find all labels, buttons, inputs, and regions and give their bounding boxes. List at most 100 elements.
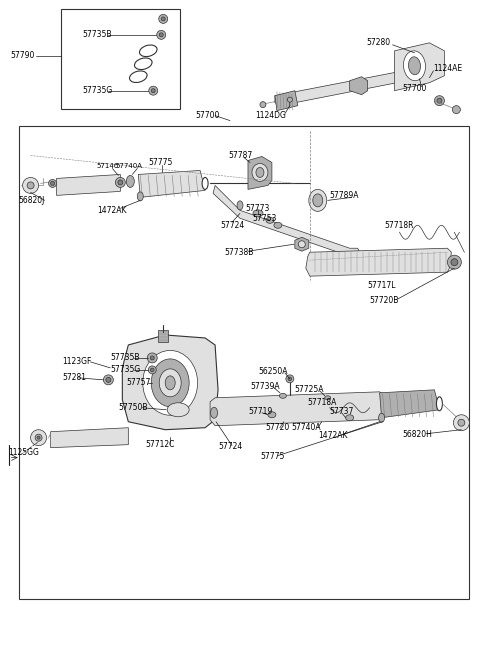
Ellipse shape [325, 396, 331, 400]
Circle shape [37, 436, 40, 439]
Circle shape [288, 97, 292, 102]
Ellipse shape [266, 217, 274, 223]
Ellipse shape [279, 393, 287, 398]
Circle shape [434, 96, 444, 105]
Ellipse shape [134, 58, 152, 69]
Circle shape [159, 33, 163, 37]
Polygon shape [158, 330, 168, 342]
Circle shape [149, 86, 158, 95]
Circle shape [161, 17, 165, 21]
Text: 57720B: 57720B [370, 295, 399, 305]
Ellipse shape [313, 194, 323, 207]
Ellipse shape [309, 189, 327, 212]
Text: 56820J: 56820J [19, 196, 45, 205]
Text: 57700: 57700 [195, 111, 219, 120]
Polygon shape [275, 66, 434, 105]
Text: 1123GF: 1123GF [62, 358, 92, 366]
Ellipse shape [237, 201, 243, 210]
Circle shape [260, 102, 266, 107]
Text: 57700: 57700 [403, 84, 427, 93]
Text: 57775: 57775 [148, 158, 173, 167]
Text: 1124DG: 1124DG [255, 111, 286, 120]
Polygon shape [210, 392, 385, 426]
Ellipse shape [143, 350, 198, 415]
Text: 57724: 57724 [218, 442, 242, 451]
Text: 57789A: 57789A [330, 191, 359, 200]
Text: 57775: 57775 [260, 452, 284, 461]
Text: 57790: 57790 [11, 51, 35, 60]
Circle shape [31, 430, 47, 445]
Circle shape [50, 181, 55, 185]
Text: 57750B: 57750B [119, 403, 148, 412]
Ellipse shape [159, 369, 181, 397]
Ellipse shape [165, 376, 175, 390]
Circle shape [288, 377, 292, 381]
Bar [19, 126, 469, 599]
Ellipse shape [137, 192, 144, 201]
Circle shape [451, 259, 458, 266]
Text: 57718R: 57718R [384, 221, 414, 230]
Text: 57735G: 57735G [83, 86, 113, 95]
Ellipse shape [140, 45, 157, 56]
Circle shape [115, 178, 125, 187]
Circle shape [159, 14, 168, 24]
Circle shape [27, 182, 34, 189]
Circle shape [447, 255, 461, 269]
Text: 1472AK: 1472AK [318, 431, 347, 440]
Circle shape [437, 98, 442, 103]
Circle shape [35, 434, 42, 441]
Ellipse shape [202, 178, 208, 189]
Ellipse shape [436, 397, 443, 411]
Text: 57735B: 57735B [83, 30, 112, 39]
Polygon shape [350, 77, 368, 95]
Text: 57787: 57787 [228, 151, 252, 160]
Text: 56820H: 56820H [403, 430, 432, 440]
Circle shape [157, 30, 166, 39]
Circle shape [148, 366, 156, 374]
Polygon shape [50, 428, 128, 447]
Ellipse shape [274, 222, 282, 229]
Text: 57738B: 57738B [224, 248, 253, 257]
Text: 57739A: 57739A [250, 383, 279, 391]
Ellipse shape [253, 210, 263, 217]
Ellipse shape [346, 415, 354, 421]
Text: 1124AE: 1124AE [433, 64, 463, 73]
Ellipse shape [404, 51, 425, 81]
Text: 57146: 57146 [96, 164, 119, 170]
Circle shape [452, 105, 460, 113]
Bar [60, 9, 180, 109]
Polygon shape [138, 170, 205, 197]
Polygon shape [275, 90, 298, 111]
Text: 57725A: 57725A [295, 385, 324, 394]
Ellipse shape [268, 412, 276, 418]
Text: 57773: 57773 [245, 204, 269, 213]
Text: 57280: 57280 [367, 39, 391, 47]
Ellipse shape [126, 176, 134, 187]
Circle shape [286, 375, 294, 383]
Polygon shape [57, 174, 120, 195]
Circle shape [23, 178, 38, 193]
Ellipse shape [167, 403, 189, 417]
Circle shape [454, 415, 469, 431]
Polygon shape [213, 185, 360, 256]
Polygon shape [306, 248, 451, 276]
Text: 56250A: 56250A [258, 367, 288, 377]
Text: 1125GG: 1125GG [9, 448, 39, 457]
Ellipse shape [151, 359, 189, 407]
Polygon shape [295, 237, 309, 252]
Text: 57712C: 57712C [145, 440, 175, 449]
Text: 57720: 57720 [265, 423, 289, 432]
Polygon shape [395, 43, 444, 90]
Circle shape [103, 375, 113, 385]
Circle shape [147, 353, 157, 363]
Ellipse shape [130, 71, 147, 83]
Ellipse shape [211, 407, 217, 419]
Text: 57740A: 57740A [292, 423, 322, 432]
Circle shape [151, 88, 155, 92]
Circle shape [299, 241, 305, 248]
Text: 57740A: 57740A [115, 164, 143, 170]
Ellipse shape [408, 57, 420, 75]
Text: 57719: 57719 [248, 407, 272, 417]
Polygon shape [122, 335, 218, 430]
Circle shape [458, 419, 465, 426]
